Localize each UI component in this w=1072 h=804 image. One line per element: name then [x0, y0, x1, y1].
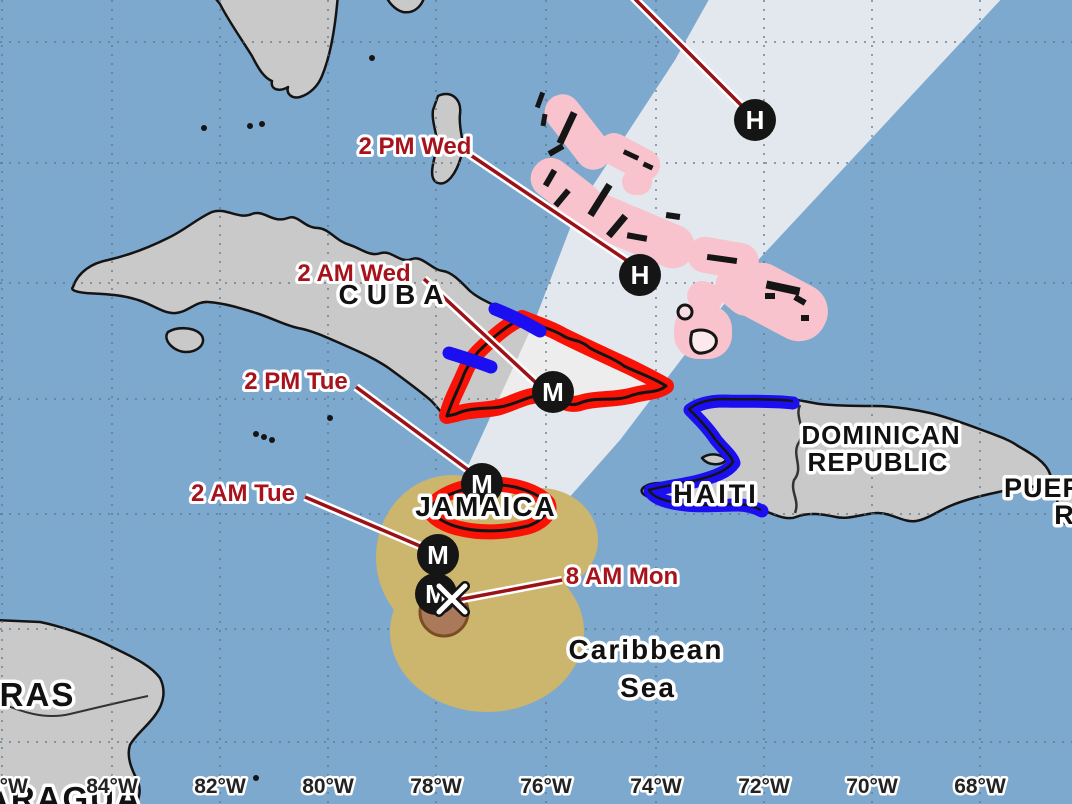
- track-marker-m: [532, 371, 574, 413]
- track-marker-letter: M: [427, 540, 449, 570]
- longitude-label: 86°W: [0, 775, 28, 798]
- bahamas-islands: [534, 91, 809, 355]
- puerto-rico-landmass: [1054, 492, 1072, 528]
- isla-juventud: [165, 327, 205, 354]
- track-marker-h: [619, 254, 661, 296]
- track-marker-h: [734, 99, 776, 141]
- place-label-honduras: HONDURAS: [0, 676, 75, 713]
- track-marker-m: [417, 534, 459, 576]
- track-line: [422, 277, 549, 395]
- haiti-coastline-overlay: [647, 397, 794, 512]
- track-marker-letter: M: [471, 469, 493, 499]
- place-label-jamaica: JAMAICA: [415, 491, 557, 522]
- track-line: [354, 385, 473, 474]
- longitude-label: 78°W: [410, 775, 462, 798]
- longitude-label: 68°W: [954, 775, 1006, 798]
- longitude-label: 72°W: [738, 775, 790, 798]
- longitude-label: 70°W: [846, 775, 898, 798]
- track-marker-letter: H: [746, 105, 765, 135]
- track-line: [633, 0, 754, 118]
- time-label: 2 PM Tue: [244, 368, 348, 395]
- ts-watch-areas: [530, 94, 828, 359]
- track-line: [456, 578, 563, 602]
- longitude-label: 80°W: [302, 775, 354, 798]
- longitude-label: 76°W: [520, 775, 572, 798]
- track-leader-lines: [303, 0, 756, 605]
- track-marker-letter: H: [631, 260, 650, 290]
- longitude-label: 82°W: [194, 775, 246, 798]
- ts-warning-cuba: [442, 302, 547, 374]
- current-position-x: [436, 583, 468, 615]
- track-line: [304, 495, 428, 551]
- place-label-republic: REPUBLIC: [808, 447, 949, 477]
- place-label-caribbean: Caribbean: [569, 634, 724, 665]
- cuba-east-coastline: [445, 316, 668, 418]
- time-label: 2 AM Tue: [191, 480, 295, 507]
- longitude-label: 74°W: [630, 775, 682, 798]
- place-label-dominican: DOMINICAN: [801, 420, 960, 450]
- honduras-nicaragua-border: [0, 695, 149, 718]
- grand-bahama-landmass: [386, 0, 425, 14]
- time-label: 2 PM Wed: [359, 133, 472, 160]
- place-label-nicaragua: NICARAGUA: [0, 780, 142, 804]
- small-cays: [201, 55, 375, 781]
- track-marker-m: [461, 463, 503, 505]
- track-line: [462, 148, 630, 264]
- place-label-puerto: PUERTO: [1004, 473, 1072, 503]
- haiti-dr-border: [791, 404, 803, 514]
- time-label: 8 AM Mon: [566, 563, 678, 590]
- track-marker-letter: M: [542, 377, 564, 407]
- place-label-sea: Sea: [620, 672, 676, 703]
- place-label-rico: RICO: [1054, 500, 1072, 530]
- place-label-cuba: CUBA: [339, 279, 452, 310]
- florida-landmass: [215, 0, 339, 99]
- place-label-haiti: HAITI: [673, 479, 759, 509]
- time-label: 2 AM Wed: [297, 260, 410, 287]
- longitude-label: 84°W: [86, 775, 138, 798]
